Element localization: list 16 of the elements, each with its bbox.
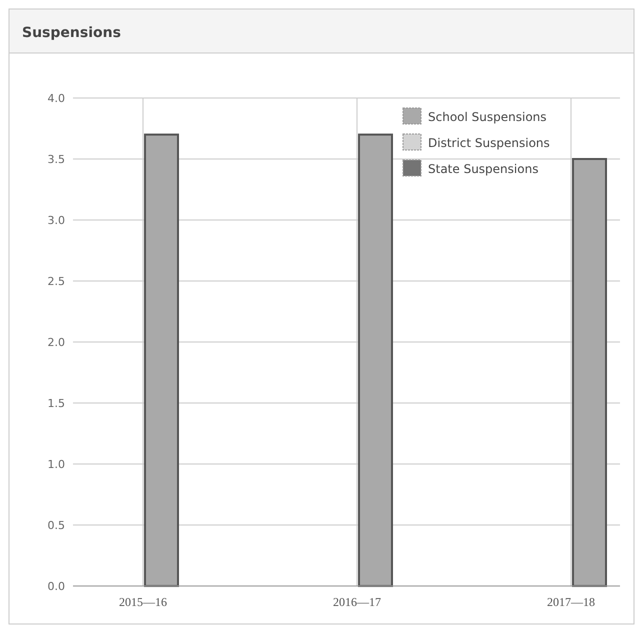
y-tick-label: 0.5 (48, 519, 65, 532)
x-tick-label: 2016—17 (333, 595, 381, 609)
y-tick-label: 1.0 (48, 458, 65, 471)
y-tick-label: 3.5 (48, 153, 65, 166)
y-tick-label: 1.5 (48, 397, 65, 410)
x-tick-label: 2015—16 (119, 595, 167, 609)
chart-title: Suspensions (22, 25, 121, 41)
y-tick-label: 4.0 (48, 92, 65, 105)
y-tick-label: 2.5 (48, 275, 65, 288)
legend-label: School Suspensions (428, 110, 547, 124)
y-tick-label: 0.0 (48, 580, 65, 593)
legend-label: District Suspensions (428, 136, 550, 150)
legend-label: State Suspensions (428, 162, 538, 176)
y-tick-label: 2.0 (48, 336, 65, 349)
x-tick-label: 2017—18 (547, 595, 595, 609)
y-tick-label: 3.0 (48, 214, 65, 227)
